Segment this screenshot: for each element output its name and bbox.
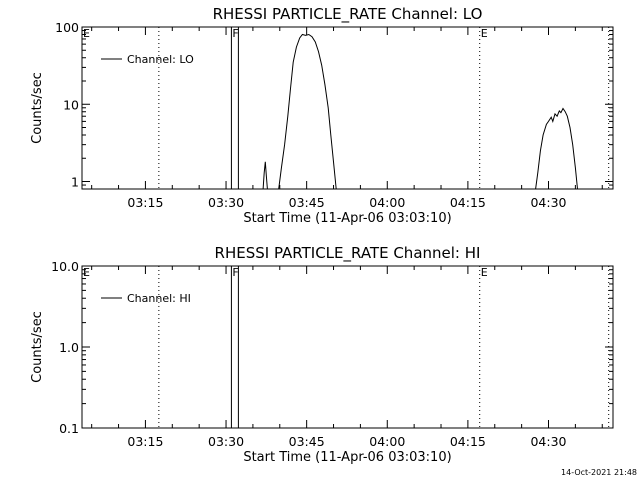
legend-entry: Channel: LO [127,53,194,66]
y-tick-label: 10 [63,97,79,112]
event-marker-label: F [232,27,238,40]
y-tick-label: 1.0 [59,340,79,355]
hi-channel-panel: RHESSI PARTICLE_RATE Channel: HI 0.1 1.0 10… [30,244,614,465]
y-axis-label: Counts/sec [30,72,45,144]
plot-frame [81,265,614,429]
x-tick-label: 04:30 [530,195,566,210]
y-tick-label: 10.0 [51,259,79,274]
event-marker-label: E [481,27,488,40]
x-tick-label: 03:45 [289,434,325,449]
x-axis-label: Start Time (11-Apr-06 03:03:10) [243,211,451,226]
x-tick-label: 03:15 [127,434,163,449]
event-marker-label: E [83,27,90,40]
generation-timestamp: 14-Oct-2021 21:48 [561,468,637,477]
series-line-segment [535,107,578,190]
x-tick-label: 03:30 [208,434,244,449]
event-marker-label: E [83,266,90,279]
legend-entry: Channel: HI [127,292,191,305]
x-tick-label: 04:30 [530,434,566,449]
event-marker-label: E [481,266,488,279]
chart-title: RHESSI PARTICLE_RATE Channel: LO [213,5,483,24]
x-tick-label: 03:15 [127,195,163,210]
y-axis-label: Counts/sec [30,311,45,383]
series-line-segment [262,161,268,190]
x-tick-label: 03:30 [208,195,244,210]
x-tick-label: 03:45 [289,195,325,210]
x-tick-label: 04:00 [369,195,405,210]
x-tick-label: 04:15 [450,434,486,449]
y-tick-label: 100 [55,20,79,35]
plot-frame [81,26,614,190]
chart-title: RHESSI PARTICLE_RATE Channel: HI [215,244,481,263]
x-axis-label: Start Time (11-Apr-06 03:03:10) [243,450,451,465]
event-marker-label: F [232,266,238,279]
series-line-segment [278,33,337,190]
x-tick-label: 04:00 [369,434,405,449]
x-tick-label: 04:15 [450,195,486,210]
y-tick-label: 1 [71,175,79,190]
y-tick-label: 0.1 [59,421,79,436]
lo-channel-panel: RHESSI PARTICLE_RATE Channel: LO 1 10 100 03… [30,5,614,226]
